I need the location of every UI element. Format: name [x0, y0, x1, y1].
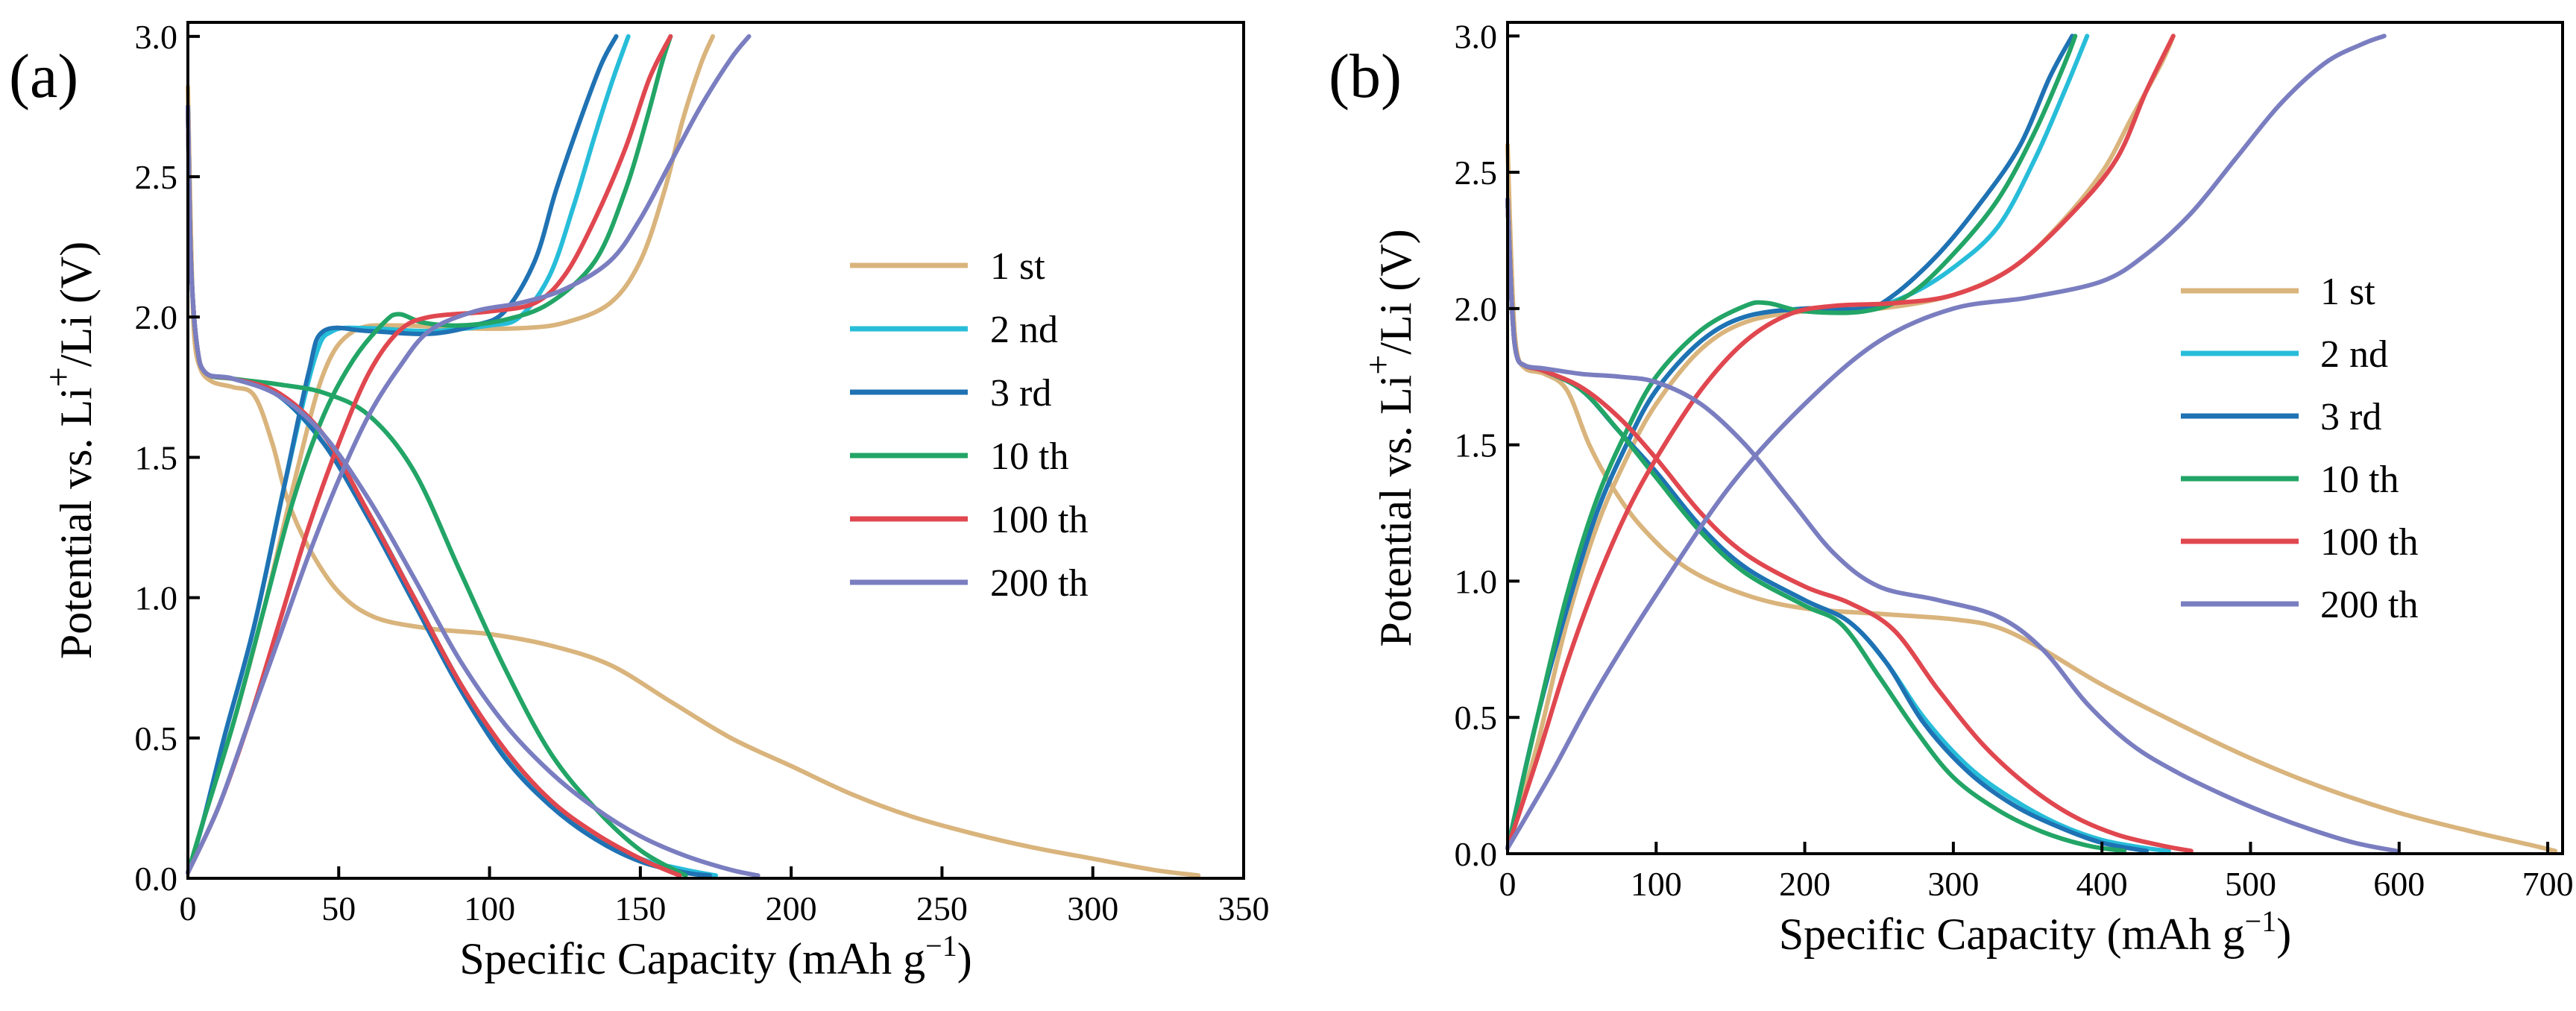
curve-discharge-200th: [1505, 197, 2399, 854]
x-tick-label: 200: [766, 889, 817, 927]
y-tick-label: 2.5: [135, 158, 178, 196]
y-axis-label: Potential vs. Li+/Li (V): [39, 242, 101, 659]
y-tick-label: 2.0: [1455, 290, 1498, 328]
curve-charge-2nd: [186, 34, 631, 875]
curve-charge-200th: [1505, 34, 2387, 851]
curve-charge-200th: [186, 34, 752, 875]
x-tick-label: 50: [321, 889, 356, 927]
x-tick-label: 500: [2225, 865, 2276, 903]
legend-label: 1 st: [990, 245, 1045, 288]
x-axis-label: Specific Capacity (mAh g−1): [459, 929, 971, 983]
curve-discharge-1st: [186, 84, 1201, 878]
x-tick-label: 400: [2076, 865, 2128, 903]
y-tick-label: 0.0: [135, 860, 178, 898]
curve-charge-3rd: [186, 34, 619, 875]
y-axis-label: Potential vs. Li+/Li (V): [1358, 229, 1420, 646]
legend-label: 1 st: [2320, 271, 2375, 313]
legend-label: 3 rd: [2320, 396, 2381, 438]
x-tick-label: 0: [180, 889, 197, 927]
legend-label: 100 th: [990, 499, 1088, 541]
x-tick-label: 100: [464, 889, 515, 927]
legend-label: 3 rd: [990, 372, 1051, 415]
legend-label: 100 th: [2320, 521, 2418, 564]
curve-charge-2nd: [1505, 34, 2090, 851]
panel-a: 0 50 100 150 200 250 300 350 0.0 0.5 1.0 1.5 2.0 2.5 3…: [9, 18, 1270, 983]
x-tick-label: 200: [1779, 865, 1830, 903]
y-tick-label: 0.0: [1455, 835, 1498, 873]
curve-charge-10th: [186, 34, 673, 875]
y-tick-label: 1.5: [1455, 426, 1498, 464]
y-tick-label: 3.0: [135, 18, 178, 56]
legend-label: 10 th: [990, 435, 1068, 478]
y-tick-label: 2.5: [1455, 154, 1498, 192]
curve-charge-10th: [1505, 34, 2078, 851]
y-tick-label: 0.5: [135, 719, 178, 758]
panel-label: (b): [1329, 42, 1402, 111]
curve-charge-100th: [1505, 34, 2176, 851]
legend-label: 2 nd: [2320, 333, 2388, 376]
curve-discharge-2nd: [1505, 197, 2171, 854]
panel-label: (a): [9, 42, 78, 111]
x-tick-label: 700: [2522, 865, 2574, 903]
y-tick-label: 1.0: [135, 579, 178, 617]
y-tick-label: 1.0: [1455, 562, 1498, 600]
legend-label: 200 th: [990, 562, 1088, 605]
x-tick-label: 300: [1927, 865, 1979, 903]
curve-discharge-200th: [186, 104, 760, 878]
curve-discharge-100th: [1505, 197, 2194, 854]
x-tick-label: 300: [1067, 889, 1118, 927]
series-curves: [186, 34, 1201, 878]
x-tick-label: 150: [614, 889, 666, 927]
plot-frame: [186, 21, 1245, 880]
y-tick-label: 1.5: [135, 438, 178, 476]
x-tick-label: 350: [1218, 889, 1270, 927]
plot-frame: [1506, 21, 2564, 855]
x-axis-label: Specific Capacity (mAh g−1): [1779, 904, 2291, 959]
x-tick-label: 250: [916, 889, 968, 927]
legend-label: 10 th: [2320, 459, 2399, 501]
x-tick-label: 0: [1499, 865, 1517, 903]
legend: 1 st 2 nd 3 rd 10 th 100 th 200 th: [850, 245, 1088, 605]
curve-discharge-10th: [186, 104, 688, 878]
curve-charge-1st: [1505, 34, 2176, 851]
legend: 1 st 2 nd 3 rd 10 th 100 th 200 th: [2181, 271, 2418, 626]
x-tick-label: 600: [2373, 865, 2425, 903]
curve-discharge-3rd: [186, 104, 712, 878]
series-curves: [1505, 34, 2557, 854]
curve-charge-100th: [186, 34, 673, 875]
y-tick-label: 0.5: [1455, 699, 1498, 737]
y-tick-label: 2.0: [135, 298, 178, 336]
legend-label: 200 th: [2320, 584, 2418, 626]
y-tick-label: 3.0: [1455, 17, 1498, 55]
curve-discharge-100th: [186, 104, 682, 878]
x-tick-label: 100: [1631, 865, 1682, 903]
curve-discharge-3rd: [1505, 197, 2149, 854]
legend-label: 2 nd: [990, 309, 1058, 351]
panel-b: 0 100 200 300 400 500 600 700 0.0 0.5 1.0 1.5 2.0 2.5…: [1329, 17, 2574, 959]
curve-charge-3rd: [1505, 34, 2075, 851]
